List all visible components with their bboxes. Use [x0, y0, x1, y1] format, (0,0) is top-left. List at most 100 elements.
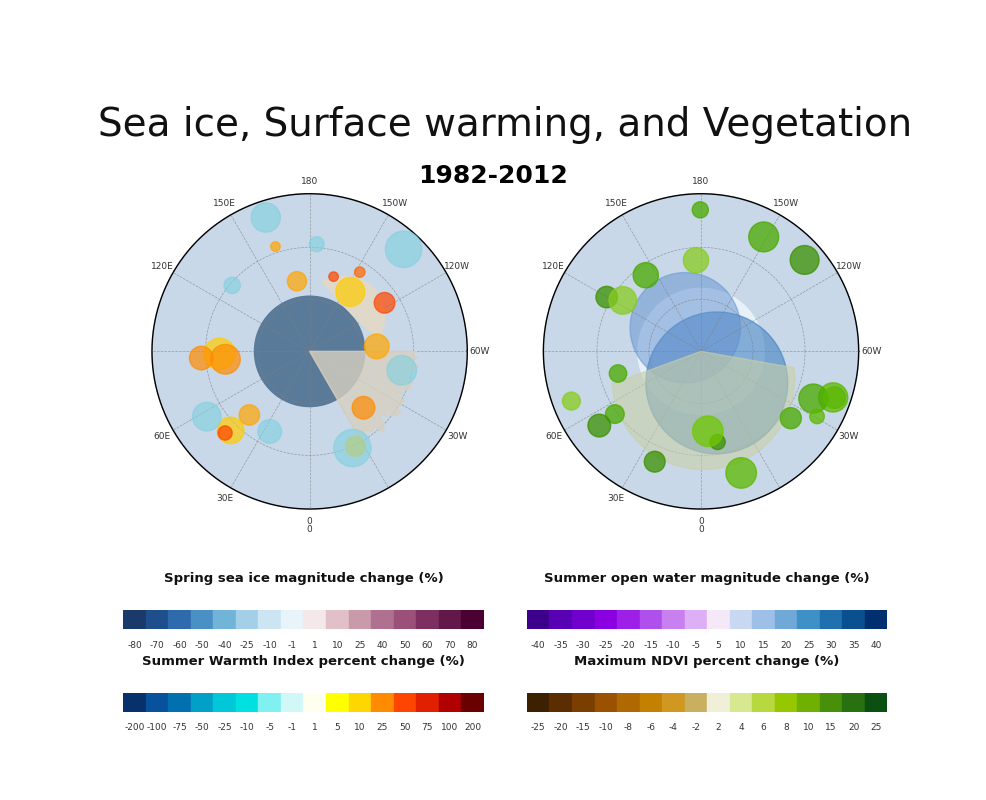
- Text: 100: 100: [442, 723, 458, 732]
- Text: -1: -1: [288, 641, 297, 650]
- Text: 15: 15: [825, 723, 837, 732]
- Text: 60E: 60E: [545, 432, 562, 441]
- Text: -15: -15: [576, 723, 591, 732]
- Bar: [371, 610, 393, 629]
- Text: 120E: 120E: [542, 262, 565, 270]
- Bar: [775, 610, 798, 629]
- Text: -40: -40: [530, 641, 545, 650]
- Bar: [663, 610, 684, 629]
- Bar: [146, 610, 169, 629]
- Text: 15: 15: [758, 641, 769, 650]
- Circle shape: [605, 405, 624, 423]
- Circle shape: [287, 272, 307, 291]
- Text: Spring sea ice magnitude change (%): Spring sea ice magnitude change (%): [164, 572, 444, 585]
- Circle shape: [810, 409, 824, 424]
- Bar: [707, 610, 730, 629]
- Text: 180: 180: [692, 177, 710, 186]
- Text: 60: 60: [422, 641, 433, 650]
- Text: 30E: 30E: [216, 494, 233, 503]
- Text: 0: 0: [307, 517, 313, 526]
- Bar: [865, 610, 887, 629]
- Bar: [572, 693, 595, 712]
- Text: -25: -25: [530, 723, 545, 732]
- Text: Summer Warmth Index percent change (%): Summer Warmth Index percent change (%): [142, 654, 465, 668]
- Circle shape: [386, 231, 422, 267]
- Bar: [549, 693, 572, 712]
- Bar: [640, 693, 663, 712]
- Text: 50: 50: [399, 641, 410, 650]
- Text: 180: 180: [301, 177, 318, 186]
- Circle shape: [251, 203, 280, 232]
- Text: 10: 10: [803, 723, 814, 732]
- Bar: [842, 693, 865, 712]
- Text: 60W: 60W: [861, 347, 881, 356]
- Bar: [819, 610, 842, 629]
- Bar: [393, 693, 416, 712]
- Bar: [348, 693, 371, 712]
- Text: 60W: 60W: [469, 347, 490, 356]
- Circle shape: [204, 338, 236, 370]
- Polygon shape: [612, 351, 795, 470]
- Bar: [258, 610, 281, 629]
- Text: -4: -4: [669, 723, 677, 732]
- Bar: [461, 693, 484, 712]
- Text: 40: 40: [871, 641, 881, 650]
- Bar: [527, 610, 549, 629]
- Bar: [371, 693, 393, 712]
- Bar: [281, 693, 304, 712]
- Bar: [439, 610, 461, 629]
- Bar: [865, 693, 887, 712]
- Bar: [393, 610, 416, 629]
- Text: -10: -10: [666, 641, 680, 650]
- Text: 20: 20: [848, 723, 859, 732]
- Text: 150W: 150W: [773, 199, 800, 209]
- Text: -15: -15: [644, 641, 659, 650]
- Text: 8: 8: [783, 723, 789, 732]
- Bar: [258, 693, 281, 712]
- Bar: [752, 610, 775, 629]
- Bar: [304, 693, 326, 712]
- Bar: [123, 610, 146, 629]
- Bar: [281, 610, 304, 629]
- Circle shape: [217, 417, 244, 444]
- Text: 30: 30: [825, 641, 837, 650]
- Text: -30: -30: [576, 641, 591, 650]
- Circle shape: [596, 286, 617, 308]
- Circle shape: [609, 365, 627, 382]
- Bar: [169, 693, 191, 712]
- Text: 0: 0: [307, 525, 313, 534]
- Bar: [640, 610, 663, 629]
- Bar: [819, 693, 842, 712]
- Text: 150E: 150E: [213, 199, 236, 209]
- Polygon shape: [310, 351, 419, 442]
- Text: 2: 2: [716, 723, 721, 732]
- Bar: [326, 610, 348, 629]
- Bar: [707, 693, 730, 712]
- Bar: [617, 610, 640, 629]
- Text: -25: -25: [240, 641, 254, 650]
- Text: 120E: 120E: [151, 262, 174, 270]
- Circle shape: [692, 202, 708, 218]
- Circle shape: [692, 416, 723, 446]
- Text: -40: -40: [217, 641, 232, 650]
- Circle shape: [355, 267, 365, 278]
- Circle shape: [254, 296, 365, 406]
- Bar: [595, 693, 617, 712]
- Bar: [842, 610, 865, 629]
- Bar: [326, 693, 348, 712]
- Text: -70: -70: [150, 641, 165, 650]
- Text: 80: 80: [466, 641, 478, 650]
- Text: -20: -20: [621, 641, 636, 650]
- Circle shape: [543, 194, 859, 509]
- Circle shape: [152, 194, 467, 509]
- Text: -10: -10: [599, 723, 613, 732]
- Text: -50: -50: [194, 641, 209, 650]
- Bar: [572, 610, 595, 629]
- Text: 25: 25: [354, 641, 366, 650]
- Circle shape: [683, 247, 709, 273]
- Text: -75: -75: [173, 723, 187, 732]
- Text: Sea ice, Surface warming, and Vegetation: Sea ice, Surface warming, and Vegetation: [99, 106, 912, 144]
- Bar: [684, 693, 707, 712]
- Text: 60E: 60E: [154, 432, 171, 441]
- Text: 30W: 30W: [838, 432, 859, 441]
